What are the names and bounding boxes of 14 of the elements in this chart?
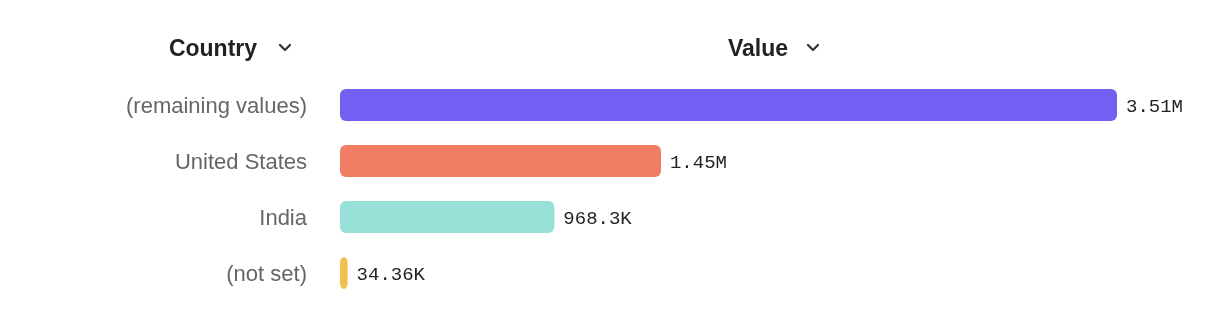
y-axis-title: Country — [168, 35, 258, 62]
bar — [340, 201, 555, 233]
bar — [340, 145, 661, 177]
data-label: 3.51M — [1126, 95, 1184, 118]
y-tick-label: (not set) — [226, 260, 307, 286]
bar — [340, 89, 1117, 121]
data-label: 968.3K — [563, 207, 633, 230]
data-label: 1.45M — [669, 151, 727, 174]
bar — [340, 257, 348, 289]
x-axis-title: Value — [727, 35, 789, 62]
y-tick-label: United States — [174, 148, 307, 174]
data-label: 34.36K — [356, 263, 426, 286]
y-tick-label: India — [259, 204, 308, 230]
y-tick-label: (remaining values) — [126, 92, 307, 118]
